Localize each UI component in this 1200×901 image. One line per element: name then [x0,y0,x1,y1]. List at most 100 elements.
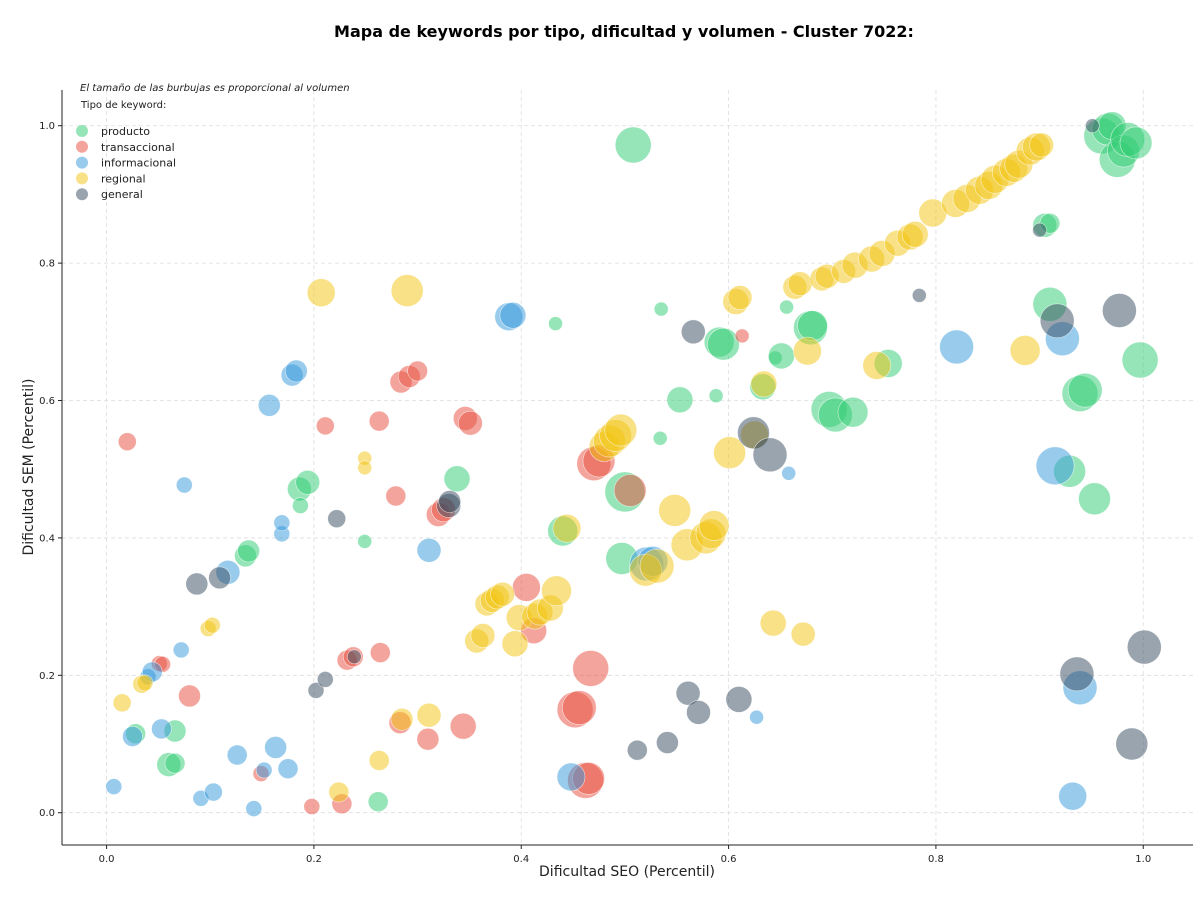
legend-item-general: general [76,188,143,201]
y-tick-label: 0.0 [39,808,55,819]
bubble-producto [614,126,652,164]
bubble-general [1127,629,1162,665]
bubble-regional [698,510,730,541]
bubble-general [1102,293,1137,328]
bubble-general [307,682,325,699]
bubble-regional [328,781,350,803]
legend: producto transaccional informacional region… [76,125,176,201]
bubble-informacional [781,465,797,481]
series-transaccional [118,328,750,815]
bubble-producto [357,534,373,549]
legend-label: producto [101,125,150,138]
bubble-general [1032,222,1047,238]
bubble-producto [653,301,669,317]
bubble-producto [164,752,186,774]
bubble-regional [204,616,221,634]
legend-label: regional [101,172,146,185]
bubble-informacional [277,758,299,780]
bubble-producto [707,327,740,361]
bubble-general [1039,303,1075,339]
x-tick-label: 0.0 [99,854,115,865]
y-tick-label: 0.8 [39,259,55,270]
bubble-regional [368,750,390,771]
bubble-general [346,649,362,665]
bubble-general [1059,656,1095,692]
series-regional [112,132,1054,803]
bubble-regional [639,548,675,584]
bubble-general [752,437,788,473]
bubble-informacional [264,736,287,759]
bubble-informacional [255,761,273,779]
bubble-transaccional [613,474,647,507]
bubble-regional [390,274,424,307]
bubble-producto [548,316,563,331]
x-tick-label: 0.8 [928,854,944,865]
bubble-transaccional [385,485,407,507]
bubble-regional [713,436,746,470]
bubble-producto [1067,372,1103,408]
series-general [185,118,1162,761]
bubble-informacional [226,744,248,766]
bubble-general [208,566,231,590]
x-tick-label: 1.0 [1135,854,1151,865]
bubble-regional [787,271,813,297]
bubble-transaccional [407,360,428,382]
bubble-producto [292,497,309,514]
bubble-informacional [105,778,123,795]
y-tick-label: 1.0 [39,121,55,132]
bubble-transaccional [369,642,391,663]
legend-label: transaccional [101,141,175,154]
y-tick-label: 0.6 [39,396,55,407]
bubble-informacional [416,537,442,563]
legend-item-informacional: informacional [76,156,176,170]
bubble-informacional [151,718,172,740]
bubble-producto [237,539,260,563]
bubble-regional [793,336,822,366]
bubble-informacional [1058,781,1087,811]
bubble-informacional [556,762,586,792]
size-note: El tamaño de las burbujas es proporciona… [80,83,350,94]
legend-item-regional: regional [76,172,146,185]
bubble-transaccional [315,416,335,436]
legend-item-producto: producto [76,125,150,138]
bubble-transaccional [416,727,440,751]
bubble-regional [759,609,787,637]
bubble-general [1115,727,1149,761]
bubble-informacional [939,329,974,365]
bubble-regional [136,674,154,692]
bubble-informacional [749,709,764,725]
x-axis-label: Dificultad SEO (Percentil) [539,864,715,880]
bubble-regional [390,707,414,731]
bubble-general [725,686,753,713]
bubble-informacional [172,641,190,659]
legend-marker [76,172,88,185]
bubble-informacional [245,800,263,817]
legend-marker [76,140,88,153]
bubble-general [1085,118,1100,133]
bubble-transaccional [572,650,610,687]
bubble-informacional [257,393,281,417]
bubble-regional [790,621,816,647]
bubble-regional [490,581,515,607]
bubble-general [327,509,347,529]
bubble-transaccional [118,432,137,452]
bubble-regional [658,494,692,527]
bubble-producto [768,342,795,370]
legend-item-transaccional: transaccional [76,140,175,154]
bubble-transaccional [458,410,483,436]
bubble-general [911,288,927,303]
bubble-producto [779,299,794,315]
grid-lines [62,90,1193,845]
bubble-general [438,490,462,513]
bubble-producto [652,430,668,446]
bubble-transaccional [561,690,597,725]
legend-marker [76,125,88,137]
bubble-general [185,572,209,596]
bubble-general [680,319,706,345]
legend-label: informacional [101,157,176,170]
bubble-producto [837,396,869,428]
bubble-producto [708,388,724,404]
bubble-general [675,680,701,706]
bubble-regional [470,623,496,648]
